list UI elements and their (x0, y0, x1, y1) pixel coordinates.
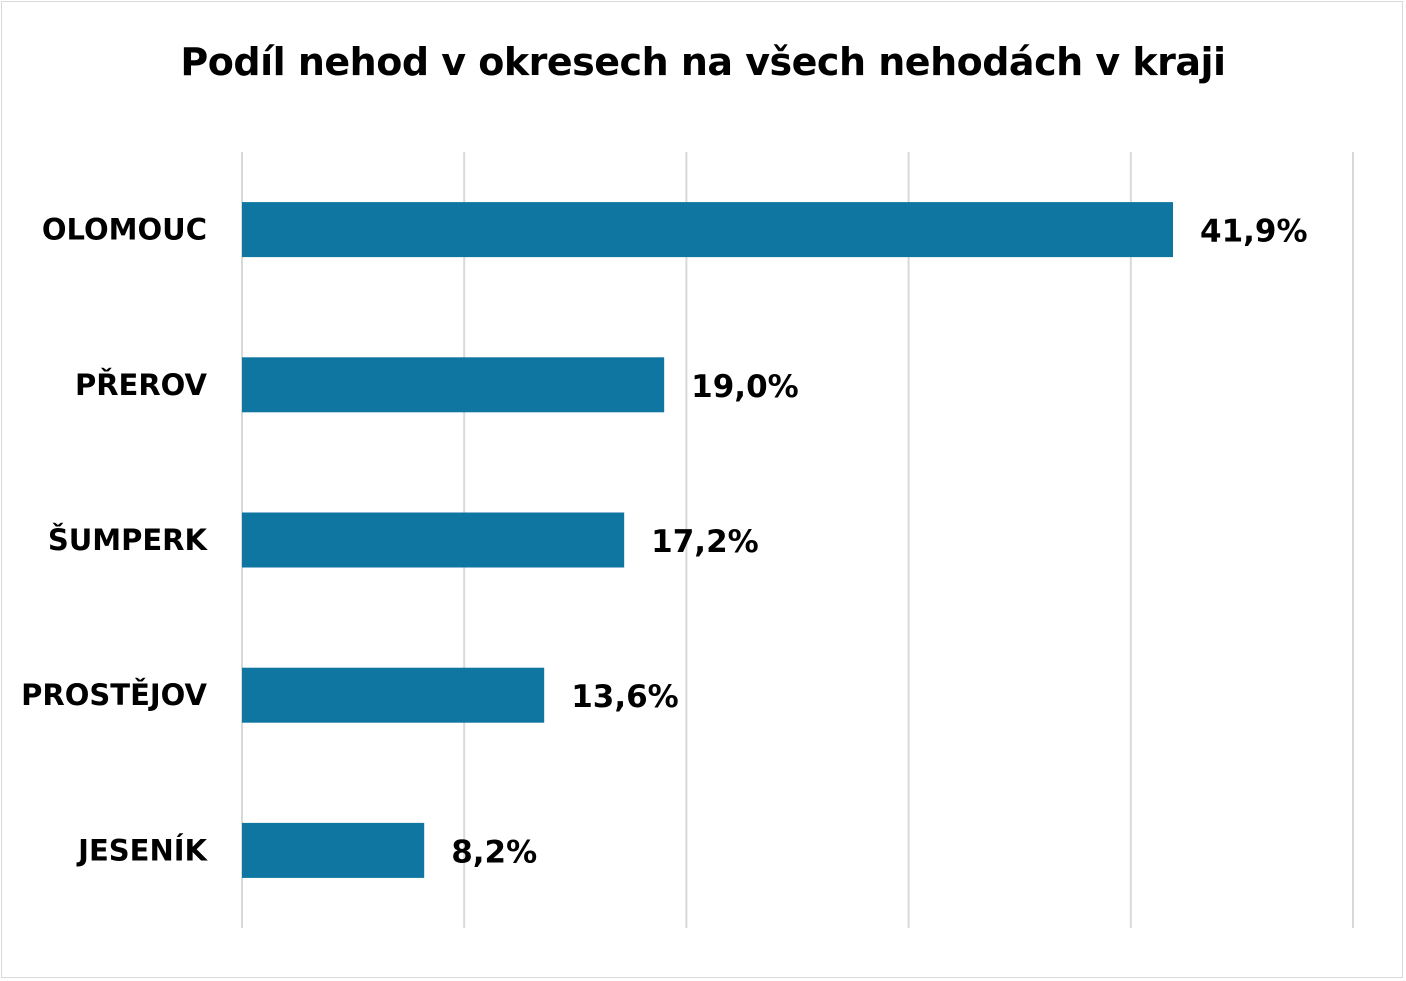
value-label-4: 8,2% (451, 834, 537, 870)
category-label-4: JESENÍK (76, 833, 208, 867)
bar-0 (242, 202, 1174, 258)
bar-1 (242, 357, 665, 413)
value-label-2: 17,2% (651, 524, 759, 560)
category-label-1: PŘEROV (75, 368, 208, 402)
labels: OLOMOUC 41,9% PŘEROV 19,0% ŠUMPERK 17,2% PROST… (21, 213, 1307, 871)
bar-4 (242, 822, 425, 878)
category-label-3: PROSTĚJOV (21, 678, 207, 712)
chart-title: Podíl nehod v okresech na všech nehodách… (180, 40, 1226, 84)
category-label-0: OLOMOUC (42, 213, 207, 247)
value-label-1: 19,0% (691, 369, 799, 405)
category-label-2: ŠUMPERK (48, 523, 209, 557)
bar-3 (242, 667, 545, 723)
bar-2 (242, 512, 625, 568)
bars (242, 202, 1174, 878)
value-label-0: 41,9% (1200, 214, 1308, 250)
value-label-3: 13,6% (571, 679, 679, 715)
